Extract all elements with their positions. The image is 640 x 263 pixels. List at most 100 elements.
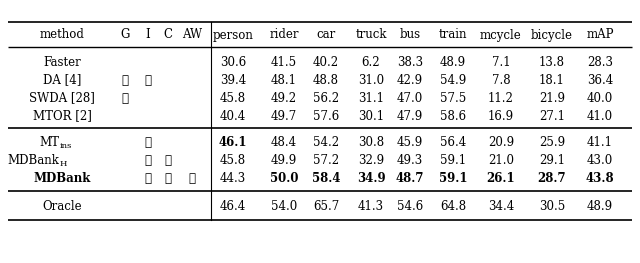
Text: 27.1: 27.1 (539, 109, 565, 123)
Text: 48.8: 48.8 (313, 73, 339, 87)
Text: 38.3: 38.3 (397, 55, 423, 68)
Text: ✓: ✓ (164, 154, 172, 168)
Text: car: car (316, 28, 335, 42)
Text: 45.9: 45.9 (397, 136, 423, 149)
Text: truck: truck (355, 28, 387, 42)
Text: ✓: ✓ (164, 173, 172, 185)
Text: 46.1: 46.1 (219, 136, 247, 149)
Text: 65.7: 65.7 (313, 200, 339, 213)
Text: 50.0: 50.0 (269, 173, 298, 185)
Text: mAP: mAP (586, 28, 614, 42)
Text: 54.0: 54.0 (271, 200, 297, 213)
Text: 7.8: 7.8 (492, 73, 510, 87)
Text: 57.5: 57.5 (440, 92, 466, 104)
Text: 56.2: 56.2 (313, 92, 339, 104)
Text: MTOR [2]: MTOR [2] (33, 109, 92, 123)
Text: 47.9: 47.9 (397, 109, 423, 123)
Text: 7.1: 7.1 (492, 55, 510, 68)
Text: 41.1: 41.1 (587, 136, 613, 149)
Text: 48.9: 48.9 (440, 55, 466, 68)
Text: MDBank: MDBank (7, 154, 59, 168)
Text: G: G (120, 28, 130, 42)
Text: 26.1: 26.1 (486, 173, 515, 185)
Text: 34.4: 34.4 (488, 200, 514, 213)
Text: 49.3: 49.3 (397, 154, 423, 168)
Text: train: train (439, 28, 467, 42)
Text: 49.7: 49.7 (271, 109, 297, 123)
Text: 28.7: 28.7 (538, 173, 566, 185)
Text: SWDA [28]: SWDA [28] (29, 92, 95, 104)
Text: 57.6: 57.6 (313, 109, 339, 123)
Text: I: I (146, 28, 150, 42)
Text: 47.0: 47.0 (397, 92, 423, 104)
Text: ✓: ✓ (145, 73, 152, 87)
Text: 6.2: 6.2 (362, 55, 380, 68)
Text: 41.3: 41.3 (358, 200, 384, 213)
Text: 34.9: 34.9 (356, 173, 385, 185)
Text: ✓: ✓ (145, 136, 152, 149)
Text: 16.9: 16.9 (488, 109, 514, 123)
Text: 32.9: 32.9 (358, 154, 384, 168)
Text: C: C (163, 28, 173, 42)
Text: 59.1: 59.1 (440, 154, 466, 168)
Text: 58.6: 58.6 (440, 109, 466, 123)
Text: 43.8: 43.8 (586, 173, 614, 185)
Text: 25.9: 25.9 (539, 136, 565, 149)
Text: 11.2: 11.2 (488, 92, 514, 104)
Text: 54.9: 54.9 (440, 73, 466, 87)
Text: 30.8: 30.8 (358, 136, 384, 149)
Text: 59.1: 59.1 (439, 173, 467, 185)
Text: 18.1: 18.1 (539, 73, 565, 87)
Text: 48.7: 48.7 (396, 173, 424, 185)
Text: Oracle: Oracle (42, 200, 82, 213)
Text: 41.0: 41.0 (587, 109, 613, 123)
Text: 49.2: 49.2 (271, 92, 297, 104)
Text: 49.9: 49.9 (271, 154, 297, 168)
Text: 21.0: 21.0 (488, 154, 514, 168)
Text: MT: MT (39, 136, 59, 149)
Text: 30.1: 30.1 (358, 109, 384, 123)
Text: 42.9: 42.9 (397, 73, 423, 87)
Text: DA [4]: DA [4] (43, 73, 81, 87)
Text: 64.8: 64.8 (440, 200, 466, 213)
Text: 40.0: 40.0 (587, 92, 613, 104)
Text: 36.4: 36.4 (587, 73, 613, 87)
Text: AW: AW (182, 28, 202, 42)
Text: 54.6: 54.6 (397, 200, 423, 213)
Text: 21.9: 21.9 (539, 92, 565, 104)
Text: 41.5: 41.5 (271, 55, 297, 68)
Text: 57.2: 57.2 (313, 154, 339, 168)
Text: ✓: ✓ (145, 154, 152, 168)
Text: 30.6: 30.6 (220, 55, 246, 68)
Text: bicycle: bicycle (531, 28, 573, 42)
Text: ✓: ✓ (122, 73, 129, 87)
Text: method: method (40, 28, 84, 42)
Text: mcycle: mcycle (480, 28, 522, 42)
Text: ✓: ✓ (189, 173, 195, 185)
Text: ins: ins (60, 143, 72, 150)
Text: person: person (212, 28, 253, 42)
Text: 28.3: 28.3 (587, 55, 613, 68)
Text: 48.1: 48.1 (271, 73, 297, 87)
Text: H: H (60, 160, 67, 169)
Text: 45.8: 45.8 (220, 154, 246, 168)
Text: 40.2: 40.2 (313, 55, 339, 68)
Text: 54.2: 54.2 (313, 136, 339, 149)
Text: 56.4: 56.4 (440, 136, 466, 149)
Text: 40.4: 40.4 (220, 109, 246, 123)
Text: bus: bus (399, 28, 420, 42)
Text: 58.4: 58.4 (312, 173, 340, 185)
Text: 30.5: 30.5 (539, 200, 565, 213)
Text: 31.1: 31.1 (358, 92, 384, 104)
Text: 45.8: 45.8 (220, 92, 246, 104)
Text: 29.1: 29.1 (539, 154, 565, 168)
Text: ✓: ✓ (122, 92, 129, 104)
Text: 31.0: 31.0 (358, 73, 384, 87)
Text: MDBank: MDBank (33, 173, 91, 185)
Text: 48.4: 48.4 (271, 136, 297, 149)
Text: 44.3: 44.3 (220, 173, 246, 185)
Text: 39.4: 39.4 (220, 73, 246, 87)
Text: Faster: Faster (43, 55, 81, 68)
Text: 13.8: 13.8 (539, 55, 565, 68)
Text: ✓: ✓ (145, 173, 152, 185)
